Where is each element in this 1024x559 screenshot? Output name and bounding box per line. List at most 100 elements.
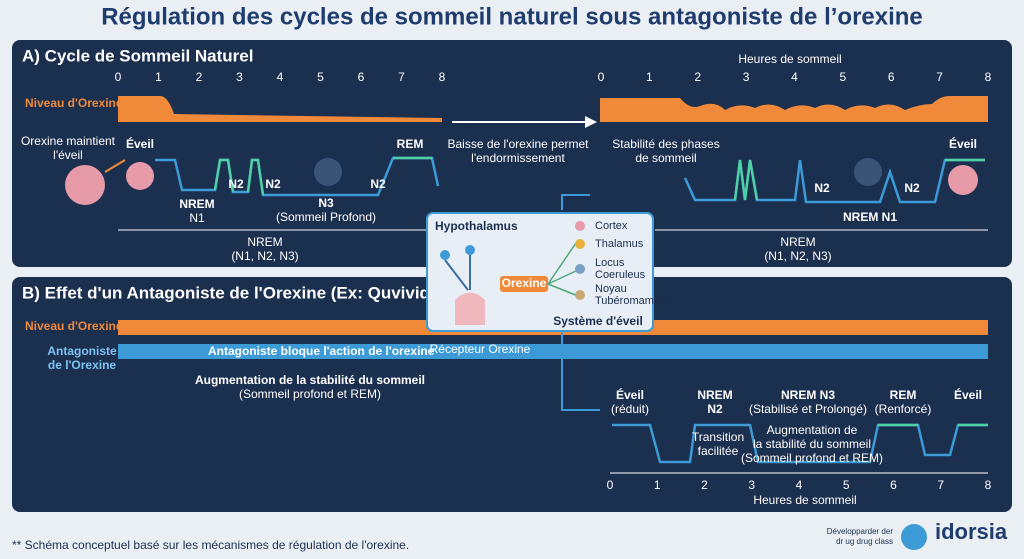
stage: Éveil (949, 136, 977, 151)
system-label: Système d'éveil (553, 314, 643, 328)
stage: Éveil (954, 387, 982, 402)
axis: 0 1 2 3 4 5 6 7 8 0 1 2 3 4 5 6 7 8 (115, 70, 992, 84)
stage: N2 (370, 177, 386, 191)
title: Régulation des cycles de sommeil naturel… (101, 3, 923, 30)
tick-label: 2 (196, 70, 203, 84)
hypnogram (612, 423, 988, 464)
note: Augmentation de (767, 423, 858, 437)
tick-label: 1 (654, 478, 661, 492)
stage: N2 (707, 402, 723, 416)
tick-label: 3 (748, 478, 755, 492)
tick-label: 2 (701, 478, 708, 492)
axis: 0 1 2 3 4 5 6 7 8 (607, 478, 992, 492)
note: Stabilité des phases (612, 137, 719, 151)
target: Tubéromamillaire (595, 295, 680, 307)
brain-icon (948, 165, 978, 195)
tick-label: 4 (796, 478, 803, 492)
tick-label: 3 (236, 70, 243, 84)
tick-label: 7 (398, 70, 405, 84)
target-icon (575, 264, 585, 274)
stage: (Renforcé) (875, 402, 932, 416)
tick-label: 5 (843, 478, 850, 492)
target-icon (575, 290, 585, 300)
target: Noyau (595, 283, 627, 295)
tick-label: 6 (888, 70, 895, 84)
stage: (Sommeil Profond) (276, 210, 376, 224)
brand-logo (901, 524, 927, 550)
stage: N2 (904, 181, 920, 195)
target-icon (575, 239, 585, 249)
note: (Sommeil profond et REM) (741, 451, 883, 465)
orexin-label: Niveau d'Orexine (25, 96, 123, 110)
brand-caption: Développarder der (827, 527, 894, 536)
stage: Éveil (616, 387, 644, 402)
hypnogram (213, 156, 432, 196)
stage: N1 (189, 211, 205, 225)
tick-label: 2 (694, 70, 701, 84)
receptor-icon (455, 292, 485, 325)
stage: (réduit) (611, 402, 649, 416)
brand: idorsia (935, 519, 1008, 544)
orexin-level (118, 96, 442, 122)
tick-label: 4 (277, 70, 284, 84)
axon (444, 255, 471, 291)
orexin-label: Niveau d'Orexine (25, 319, 123, 333)
tick-label: 0 (115, 70, 122, 84)
tick-label: 0 (598, 70, 605, 84)
hypnogram (733, 158, 985, 201)
tick-label: 7 (937, 478, 944, 492)
group-label: NREM (780, 235, 815, 249)
tick-label: 5 (317, 70, 324, 84)
note: Augmentation de la stabilité du sommeil (195, 373, 425, 387)
box-title: Hypothalamus (435, 219, 518, 233)
stage: NREM N1 (843, 210, 897, 224)
note: Transition (692, 430, 744, 444)
tick-label: 8 (985, 70, 992, 84)
note: l'endormissement (471, 151, 565, 165)
tick-label: 6 (358, 70, 365, 84)
orexin-tag (500, 276, 548, 292)
note: la stabilité du sommeil (753, 437, 871, 451)
tick-label: 1 (155, 70, 162, 84)
stage: N2 (814, 181, 830, 195)
stage: Éveil (126, 136, 154, 151)
tick-label: 7 (936, 70, 943, 84)
tick-label: 4 (791, 70, 798, 84)
panel-heading: A) Cycle de Sommeil Naturel (22, 46, 253, 65)
target: Thalamus (595, 238, 644, 250)
footnote: ** Schéma conceptuel basé sur les mécani… (12, 538, 409, 552)
note: (Sommeil profond et REM) (239, 387, 381, 401)
antagonist-level (118, 344, 988, 359)
tick-label: 8 (985, 478, 992, 492)
panel-heading: B) Effet d'un Antagoniste de l'Orexine (… (22, 283, 436, 302)
group-label: NREM (247, 235, 282, 249)
panel-a (12, 40, 1012, 267)
brain-icon (314, 158, 342, 186)
antagonist-action: Antagoniste bloque l'action de l'orexine (208, 344, 435, 358)
note: facilitée (698, 444, 739, 458)
target: Coeruleus (595, 269, 646, 281)
note: Baisse de l'orexine permet (447, 137, 589, 151)
stage: N2 (228, 177, 244, 191)
stage: N3 (318, 196, 334, 210)
target: Cortex (595, 220, 628, 232)
orexin-level (600, 96, 988, 122)
stage: (Stabilisé et Prolongé) (749, 402, 867, 416)
tick-label: 3 (743, 70, 750, 84)
tick-label: 1 (646, 70, 653, 84)
orexin-tag-label: Orexine (502, 276, 547, 290)
stage: NREM (697, 388, 732, 402)
stage: N2 (265, 177, 281, 191)
arrow (104, 159, 126, 173)
stage: REM (890, 388, 917, 402)
neuron (440, 250, 450, 260)
tick-label: 0 (607, 478, 614, 492)
note: Orexine maintient (21, 134, 116, 148)
target: Locus (595, 257, 625, 269)
stage: NREM (179, 197, 214, 211)
axis-label: Heures de sommeil (753, 493, 856, 507)
brain-icon (65, 165, 105, 205)
projection (547, 239, 579, 297)
neuron (465, 245, 475, 255)
